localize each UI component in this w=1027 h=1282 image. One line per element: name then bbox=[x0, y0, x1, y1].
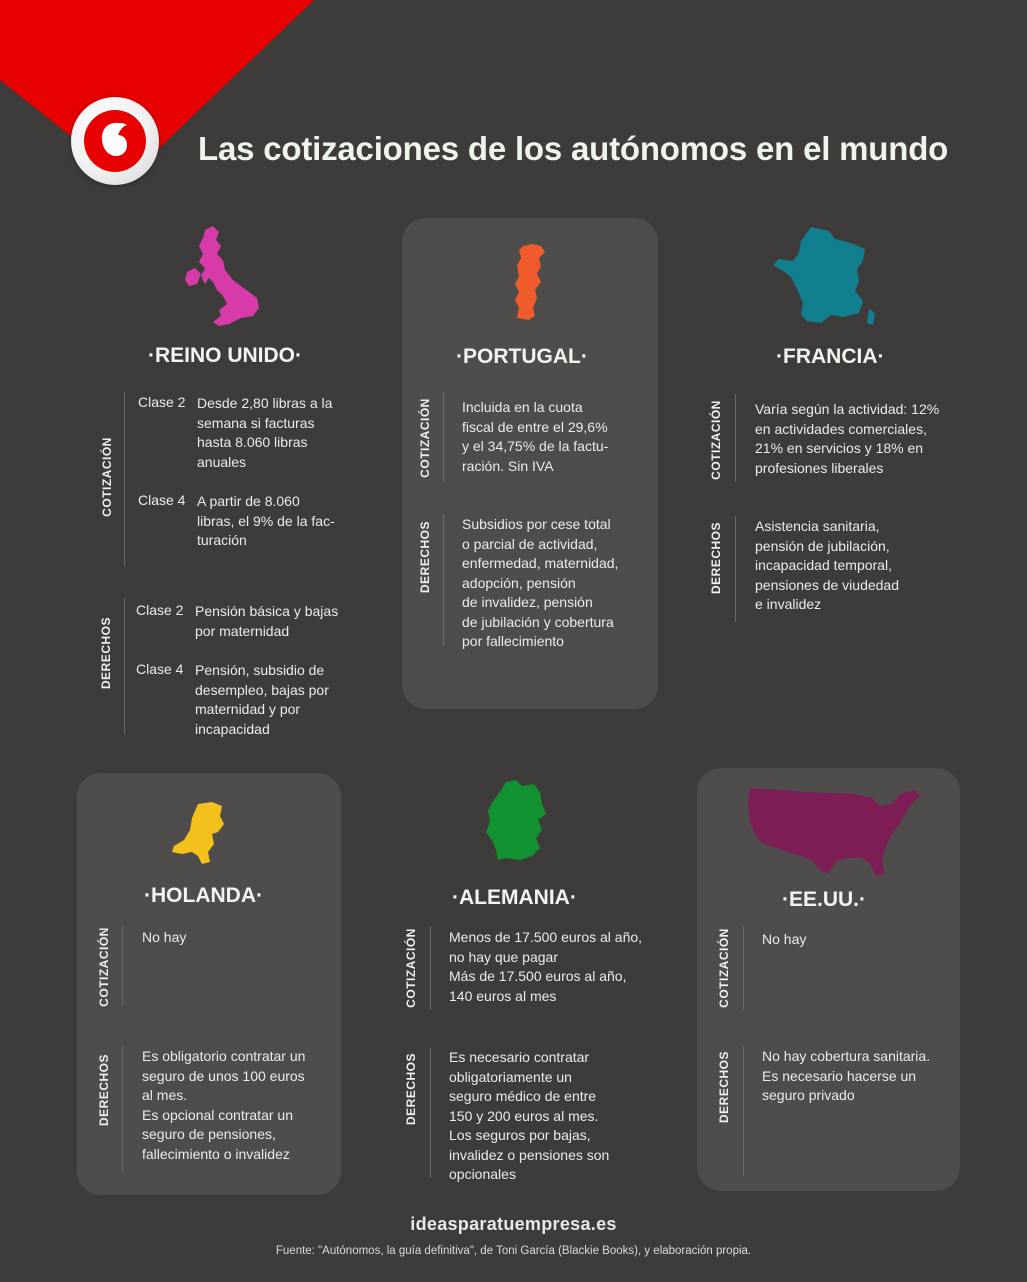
divider bbox=[735, 516, 736, 622]
netherlands-derechos-text: Es obligatorio contratar un seguro de un… bbox=[142, 1048, 306, 1162]
country-name-usa: ·EE.UU.· bbox=[782, 888, 866, 911]
country-name-portugal: ·PORTUGAL· bbox=[456, 345, 588, 368]
portugal-map-icon bbox=[515, 244, 545, 320]
label-cotizacion: COTIZACIÓN bbox=[717, 928, 731, 1008]
portugal-cotizacion-text: Incluida en la cuota fiscal de entre el … bbox=[462, 399, 609, 474]
usa-cotizacion-text: No hay bbox=[762, 931, 807, 947]
label-cotizacion: COTIZACIÓN bbox=[709, 400, 723, 480]
uk-cotizacion-text: Desde 2,80 libras a la semana si factura… bbox=[197, 395, 333, 470]
label-cotizacion: COTIZACIÓN bbox=[100, 437, 114, 517]
label-derechos: DERECHOS bbox=[97, 1053, 111, 1127]
usa-derechos-text: No hay cobertura sanitaria. Es necesario… bbox=[762, 1048, 931, 1103]
label-derechos: DERECHOS bbox=[418, 520, 432, 594]
page-title: Las cotizaciones de los autónomos en el … bbox=[198, 130, 949, 167]
uk-cotizacion-text: A partir de 8.060 libras, el 9% de la fa… bbox=[197, 493, 335, 548]
label-derechos: DERECHOS bbox=[717, 1050, 731, 1124]
country-name-france: ·FRANCIA· bbox=[776, 345, 885, 368]
netherlands-cotizacion-text: No hay bbox=[142, 929, 187, 945]
usa-map-icon bbox=[748, 788, 920, 876]
divider bbox=[122, 1046, 123, 1172]
divider bbox=[122, 926, 123, 1006]
label-derechos: DERECHOS bbox=[404, 1052, 418, 1126]
divider bbox=[743, 926, 744, 1010]
country-name-netherlands: ·HOLANDA· bbox=[144, 884, 263, 907]
country-name-uk: ·REINO UNIDO· bbox=[148, 344, 302, 367]
clase-label: Clase 2 bbox=[136, 602, 184, 618]
clase-label: Clase 4 bbox=[136, 661, 184, 677]
divider bbox=[743, 1046, 744, 1176]
label-derechos: DERECHOS bbox=[99, 616, 113, 690]
uk-derechos-text: Pensión básica y bajas por maternidad bbox=[195, 603, 339, 639]
france-derechos-text: Asistencia sanitaria, pensión de jubilac… bbox=[755, 518, 900, 612]
source-note: Fuente: "Autónomos, la guía definitiva",… bbox=[275, 1245, 752, 1257]
portugal-derechos-text: Subsidios por cese total o parcial de ac… bbox=[462, 516, 619, 649]
vodafone-logo bbox=[71, 97, 159, 185]
uk-map-icon bbox=[185, 226, 259, 326]
divider bbox=[443, 514, 444, 646]
label-derechos: DERECHOS bbox=[709, 521, 723, 595]
divider bbox=[443, 392, 444, 482]
speechmark-icon bbox=[84, 110, 146, 172]
website-url: ideasparatuempresa.es bbox=[410, 1214, 617, 1234]
divider bbox=[735, 394, 736, 482]
clase-label: Clase 2 bbox=[138, 394, 186, 410]
netherlands-map-icon bbox=[172, 802, 224, 864]
label-cotizacion: COTIZACIÓN bbox=[418, 398, 432, 478]
germany-map-icon bbox=[486, 780, 546, 860]
country-name-germany: ·ALEMANIA· bbox=[452, 886, 577, 909]
uk-derechos-text: Pensión, subsidio de desempleo, bajas po… bbox=[195, 662, 329, 737]
divider bbox=[124, 598, 125, 734]
germany-derechos-text: Es necesario contratar obligatoriamente … bbox=[449, 1049, 610, 1182]
germany-cotizacion-text: Menos de 17.500 euros al año, no hay que… bbox=[449, 929, 643, 1004]
clase-label: Clase 4 bbox=[138, 492, 186, 508]
divider bbox=[124, 392, 125, 566]
divider bbox=[430, 1048, 431, 1178]
label-cotizacion: COTIZACIÓN bbox=[97, 927, 111, 1007]
france-cotizacion-text: Varía según la actividad: 12% en activid… bbox=[755, 401, 940, 476]
divider bbox=[430, 926, 431, 1010]
france-map-icon bbox=[773, 227, 875, 325]
label-cotizacion: COTIZACIÓN bbox=[404, 928, 418, 1008]
